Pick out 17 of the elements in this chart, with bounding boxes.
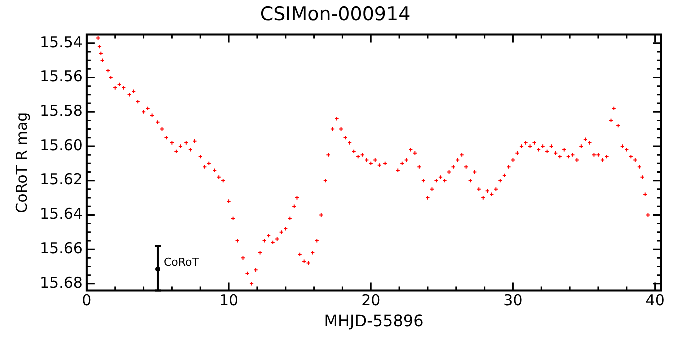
y-tick-label: 15.54 bbox=[40, 33, 83, 52]
chart-title: CSIMon-000914 bbox=[260, 3, 411, 26]
y-tick-label: 15.66 bbox=[40, 239, 83, 258]
x-tick-label: 0 bbox=[82, 292, 92, 310]
x-tick-label: 30 bbox=[504, 292, 523, 310]
y-tick-label: 15.64 bbox=[40, 205, 83, 224]
x-tick-label: 40 bbox=[646, 292, 665, 310]
x-tick-label: 10 bbox=[219, 292, 239, 310]
y-tick-label: 15.60 bbox=[40, 136, 83, 154]
series-label: CoRoT bbox=[164, 256, 200, 270]
y-tick-label: 15.56 bbox=[40, 68, 83, 86]
x-tick-label: 20 bbox=[362, 292, 381, 310]
y-tick-label: 15.62 bbox=[40, 170, 83, 189]
y-axis-title: CoRoT R mag bbox=[12, 112, 31, 214]
y-tick-label: 15.68 bbox=[40, 274, 83, 292]
y-tick-label: 15.58 bbox=[40, 102, 83, 120]
x-axis-title: MHJD-55896 bbox=[324, 312, 424, 331]
